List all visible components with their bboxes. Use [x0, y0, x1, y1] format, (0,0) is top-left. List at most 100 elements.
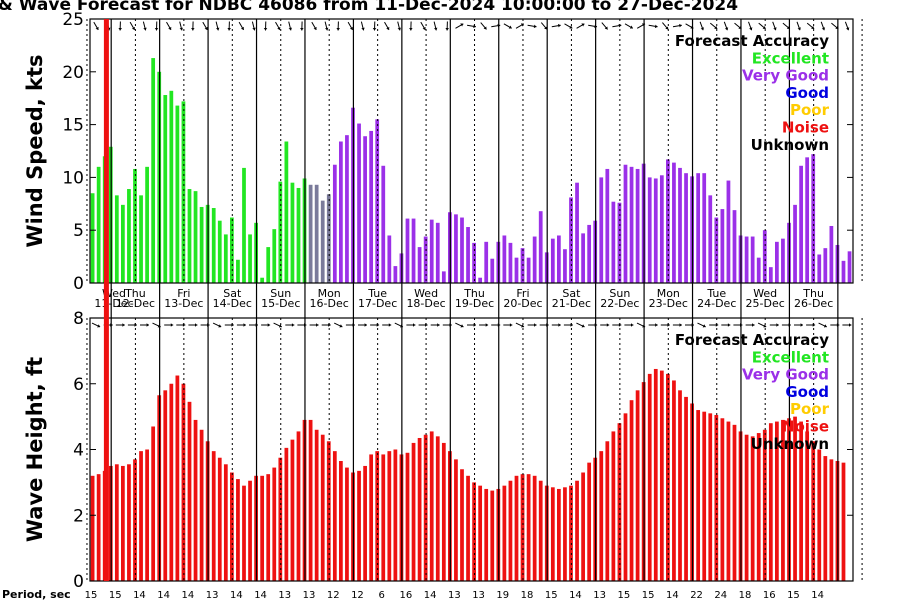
wave-bar: [841, 462, 846, 581]
wind-bar: [720, 209, 725, 283]
wind-bar: [181, 101, 186, 284]
wave-bar: [557, 488, 561, 581]
wave-bar: [823, 456, 828, 581]
wind-y-axis: 0 5 10 15 20 25: [62, 10, 854, 294]
wind-plot-area: [90, 19, 853, 283]
wave-ytick-label: 0: [73, 572, 84, 592]
wave-bar: [187, 401, 192, 581]
wave-bar: [611, 431, 616, 581]
wave-bar: [290, 439, 295, 581]
day-of-week-label: Sat: [223, 287, 242, 300]
wind-bar: [242, 167, 246, 283]
wind-bar: [532, 236, 537, 283]
wave-direction-arrowhead: [812, 323, 816, 327]
wind-bar: [381, 165, 386, 283]
day-date-label: 22-Dec: [600, 297, 639, 310]
wave-legend-item: Unknown: [751, 435, 829, 453]
period-value: 15: [642, 590, 655, 600]
wave-legend-item: Poor: [790, 400, 830, 418]
day-of-week-label: Sat: [562, 287, 581, 300]
wave-bar: [587, 462, 592, 581]
wave-bar: [308, 419, 313, 581]
wave-bar: [484, 488, 489, 581]
chart-title: & Wave Forecast for NDBC 46086 from 11-D…: [0, 0, 738, 15]
wave-bar: [532, 475, 537, 581]
wave-bar: [411, 442, 416, 581]
wind-ytick-label: 10: [62, 168, 84, 188]
wind-bar: [345, 135, 349, 283]
wind-legend-item: Very Good: [742, 67, 829, 85]
wind-direction-arrowhead: [604, 26, 608, 30]
wave-direction-arrowhead: [642, 324, 646, 328]
wave-bar: [193, 419, 198, 581]
wave-direction-arrowhead: [388, 323, 392, 327]
wind-bar: [417, 247, 422, 283]
wave-direction-arrowhead: [534, 323, 537, 327]
period-value: 16: [763, 590, 776, 600]
period-value: 13: [448, 590, 461, 600]
wind-bar: [375, 119, 380, 283]
day-of-week-label: Sun: [270, 287, 291, 300]
wind-bar: [817, 254, 822, 283]
wind-frame: [89, 18, 854, 284]
wind-legend-item: Excellent: [752, 49, 829, 67]
wave-direction-arrowhead: [157, 324, 161, 328]
wave-bar: [756, 433, 761, 581]
wave-direction-arrowhead: [255, 323, 258, 327]
wave-direction-arrowhead: [400, 324, 403, 328]
wave-y-axis-label: Wave Height, ft: [23, 357, 47, 542]
wind-bar: [363, 136, 367, 283]
wind-direction-arrowhead: [460, 23, 464, 27]
wind-bar: [175, 105, 180, 283]
wave-bar: [169, 383, 174, 581]
wave-bars: [90, 318, 853, 582]
day-date-label: 15-Dec: [261, 297, 300, 310]
wave-direction-arrowhead: [278, 324, 282, 328]
wave-bar: [339, 461, 343, 581]
wind-direction-arrowhead: [665, 26, 669, 30]
wind-direction-arrowhead: [533, 24, 537, 29]
wave-direction-arrowhead: [122, 323, 125, 327]
wind-direction-arrowhead: [179, 27, 183, 31]
wave-bar: [623, 413, 628, 581]
wind-direction-arrowhead: [252, 27, 256, 31]
wave-direction-arrowhead: [243, 323, 246, 327]
wind-direction-arrowhead: [336, 28, 340, 31]
wave-bar: [599, 451, 604, 581]
wave-bar: [829, 459, 834, 581]
wave-bar: [538, 480, 543, 581]
wind-direction-arrowhead: [422, 26, 426, 30]
day-date-label: 16-Dec: [310, 297, 349, 310]
wind-direction-arrowhead: [629, 25, 633, 29]
wave-bar: [387, 451, 392, 581]
wind-direction-arrowhead: [372, 28, 377, 31]
wave-direction-arrowhead: [97, 324, 101, 328]
wind-bar: [308, 184, 313, 283]
wind-bar: [454, 214, 458, 283]
wave-bar: [260, 475, 265, 581]
wave-bar: [799, 421, 803, 581]
wave-bar: [320, 434, 325, 581]
period-value: 15: [109, 590, 122, 600]
wave-direction-arrowhead: [449, 323, 452, 327]
wave-bar: [575, 480, 579, 581]
wind-bar: [605, 168, 610, 283]
wave-bar: [472, 482, 476, 582]
wind-bar: [193, 191, 198, 283]
wind-direction-arrowhead: [288, 27, 292, 31]
wind-bar: [199, 206, 204, 283]
period-value: 14: [569, 590, 582, 600]
wind-bar: [696, 173, 701, 283]
wind-bar: [666, 159, 670, 283]
wave-y-axis: 0 2 4 6 8: [73, 309, 854, 592]
wave-direction-arrowhead: [836, 323, 840, 327]
wave-bar: [223, 464, 228, 581]
wave-direction-arrowhead: [146, 323, 149, 327]
wind-bar: [187, 189, 192, 283]
wind-bar: [260, 277, 265, 283]
wave-direction-arrowhead: [740, 323, 743, 327]
wave-bar: [653, 368, 658, 581]
wind-bar: [726, 180, 731, 283]
wind-bar: [599, 177, 604, 283]
